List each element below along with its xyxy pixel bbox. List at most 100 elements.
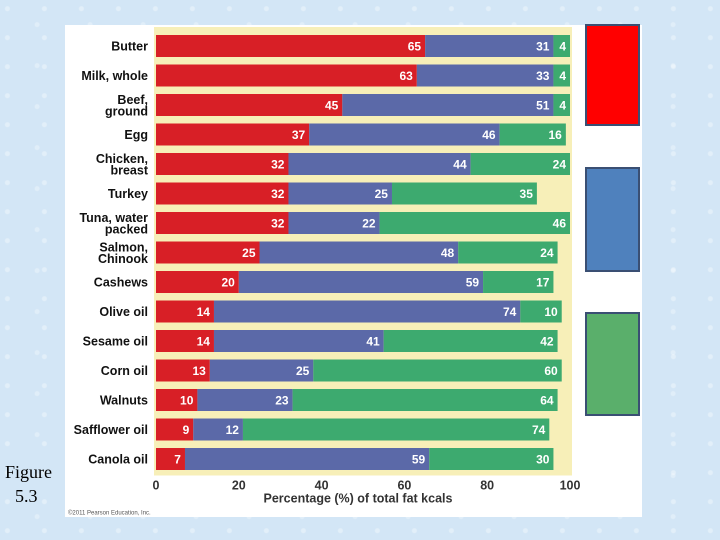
bar-segment-polyunsaturated [553,64,570,87]
data-label-saturated: 32 [271,158,285,172]
bar-segment-polyunsaturated [483,271,554,293]
data-label-polyunsaturated: 17 [536,276,550,290]
category-label: Butter [111,40,148,54]
data-label-saturated: 14 [197,305,211,319]
data-label-polyunsaturated: 42 [540,335,554,349]
data-label-monounsaturated: 25 [375,187,389,201]
data-label-saturated: 9 [183,423,190,437]
category-label: Walnuts [100,394,148,408]
bar-segment-polyunsaturated [429,448,554,470]
bar-segment-monounsaturated [197,389,293,411]
bar-segment-saturated [156,330,214,352]
bar-segment-monounsaturated [193,418,243,441]
category-label: Tuna, water packed [79,211,148,237]
bar-segment-monounsaturated [213,330,384,352]
data-label-polyunsaturated: 35 [520,187,534,201]
bar-segment-saturated [156,35,426,57]
category-label: Corn oil [101,364,148,378]
data-label-monounsaturated: 31 [536,40,550,54]
bar-segment-monounsaturated [288,212,380,234]
x-tick-label: 80 [480,479,494,493]
caption-line-1: Figure [5,462,52,482]
chart-panel: Butter 65 31 4 Milk, whole 63 33 4 Beef, ground 45… [65,25,642,517]
bar-segment-monounsaturated [213,300,521,323]
bar-segment-polyunsaturated [391,182,537,205]
data-label-polyunsaturated: 16 [549,128,563,142]
data-label-polyunsaturated: 64 [540,394,554,408]
bar-segment-polyunsaturated [292,389,558,411]
data-label-saturated: 25 [242,246,256,260]
bar-segment-monounsaturated [425,35,554,57]
data-label-monounsaturated: 51 [536,99,550,113]
data-label-monounsaturated: 74 [503,305,517,319]
x-tick-label: 60 [397,479,411,493]
bar-segment-polyunsaturated [553,94,570,116]
category-label: Salmon, Chinook [98,241,148,267]
x-tick-label: 100 [560,479,581,493]
category-label: Turkey [108,187,148,201]
bar-segment-saturated [156,389,198,411]
bar-segment-polyunsaturated [458,241,558,264]
data-label-polyunsaturated: 24 [540,246,554,260]
bar-segment-monounsaturated [184,448,430,470]
data-label-saturated: 10 [180,394,194,408]
data-label-monounsaturated: 59 [412,453,426,467]
data-label-polyunsaturated: 46 [553,217,567,231]
bar-segment-polyunsaturated [383,330,558,352]
bar-segment-saturated [156,182,289,205]
bar-segment-monounsaturated [209,359,314,382]
data-label-polyunsaturated: 60 [544,364,558,378]
bar-segment-monounsaturated [259,241,459,264]
bar-segment-saturated [156,94,343,116]
bar-segment-saturated [156,241,260,264]
bar-segment-saturated [156,300,214,323]
legend-swatch-blue [585,167,640,272]
category-label: Safflower oil [74,423,148,437]
data-label-polyunsaturated: 30 [536,453,550,467]
bar-segment-saturated [156,271,239,293]
bar-segment-polyunsaturated [499,123,566,146]
data-label-saturated: 37 [292,128,306,142]
bar-segment-monounsaturated [238,271,484,293]
category-label: Milk, whole [81,69,148,83]
data-label-polyunsaturated: 24 [553,158,567,172]
data-label-saturated: 32 [271,217,285,231]
bar-segment-saturated [156,359,210,382]
data-label-saturated: 32 [271,187,285,201]
data-label-monounsaturated: 25 [296,364,310,378]
category-label: Chicken, breast [96,152,149,178]
category-label: Canola oil [88,453,148,467]
data-label-polyunsaturated: 4 [559,40,566,54]
bar-segment-polyunsaturated [553,35,570,57]
data-label-saturated: 7 [174,453,181,467]
category-label: Egg [124,128,148,142]
bar-segment-monounsaturated [288,182,392,205]
data-label-saturated: 13 [192,364,206,378]
bar-segment-polyunsaturated [242,418,550,441]
data-label-monounsaturated: 33 [536,69,550,83]
data-label-saturated: 20 [221,276,235,290]
bar-segment-monounsaturated [288,153,471,175]
legend-swatch-red [585,24,640,126]
copyright-note: ©2011 Pearson Education, Inc. [68,510,151,517]
data-label-monounsaturated: 48 [441,246,455,260]
data-label-monounsaturated: 44 [453,158,467,172]
data-label-saturated: 14 [197,335,211,349]
category-label: Olive oil [99,305,148,319]
bar-segment-saturated [156,212,289,234]
data-label-polyunsaturated: 4 [559,69,566,83]
category-label: Cashews [94,276,148,290]
bar-segment-polyunsaturated [470,153,570,175]
bar-segment-saturated [156,123,310,146]
data-label-polyunsaturated: 10 [544,305,558,319]
x-tick-label: 20 [232,479,246,493]
data-label-monounsaturated: 59 [466,276,480,290]
category-label: Beef, ground [105,93,148,119]
data-label-monounsaturated: 22 [362,217,376,231]
category-label: Sesame oil [83,335,148,349]
data-label-monounsaturated: 12 [226,423,240,437]
x-axis-title: Percentage (%) of total fat kcals [264,492,453,506]
x-tick-label: 40 [315,479,329,493]
data-label-saturated: 65 [408,40,422,54]
bar-segment-monounsaturated [309,123,500,146]
